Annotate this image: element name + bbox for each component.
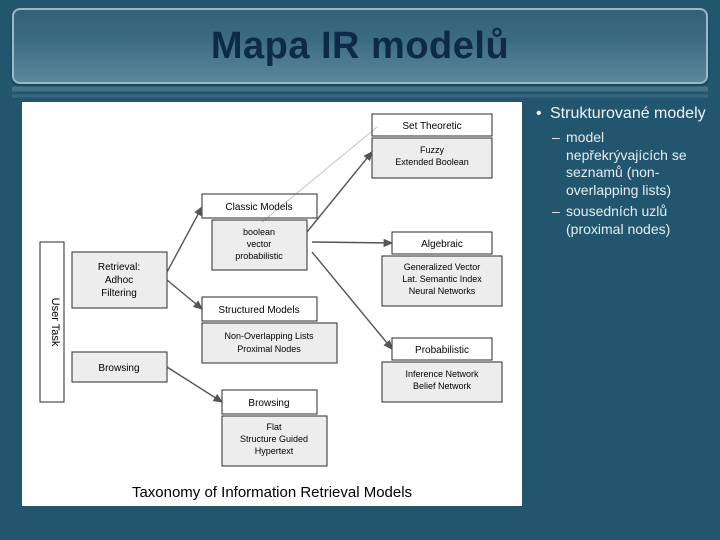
title-box: Mapa IR modelů: [12, 8, 708, 84]
svg-text:Algebraic: Algebraic: [421, 239, 463, 250]
taxonomy-diagram: User Task Retrieval: Adhoc Filtering Bro…: [22, 102, 522, 506]
svg-text:vector: vector: [247, 239, 272, 249]
decorative-stripe: [12, 86, 708, 92]
svg-text:Lat. Semantic Index: Lat. Semantic Index: [402, 274, 482, 284]
svg-text:Retrieval:: Retrieval:: [98, 262, 140, 273]
svg-text:Set Theoretic: Set Theoretic: [402, 121, 461, 132]
svg-text:Extended Boolean: Extended Boolean: [395, 157, 469, 167]
svg-text:Inference Network: Inference Network: [405, 369, 479, 379]
svg-text:Belief Network: Belief Network: [413, 381, 472, 391]
side-sub-1: model nepřekrývajících se seznamů (non-o…: [532, 129, 708, 199]
svg-text:Structure Guided: Structure Guided: [240, 434, 308, 444]
svg-text:boolean: boolean: [243, 227, 275, 237]
svg-text:Filtering: Filtering: [101, 288, 137, 299]
diagram-caption: Taxonomy of Information Retrieval Models: [132, 484, 412, 501]
svg-text:Hypertext: Hypertext: [255, 446, 294, 456]
side-sub-2: sousedních uzlů (proximal nodes): [532, 203, 708, 238]
user-task-label: User Task: [49, 298, 61, 347]
svg-text:Browsing: Browsing: [98, 363, 139, 374]
svg-text:Fuzzy: Fuzzy: [420, 145, 445, 155]
svg-text:Generalized Vector: Generalized Vector: [404, 262, 481, 272]
svg-text:Classic Models: Classic Models: [225, 202, 292, 213]
svg-text:Non-Overlapping Lists: Non-Overlapping Lists: [224, 331, 314, 341]
decorative-stripe: [12, 94, 708, 98]
svg-text:Proximal Nodes: Proximal Nodes: [237, 344, 301, 354]
side-heading: Strukturované modely: [532, 105, 708, 123]
svg-text:Adhoc: Adhoc: [105, 275, 133, 286]
svg-text:Neural Networks: Neural Networks: [409, 286, 476, 296]
side-notes: Strukturované modely model nepřekrývajíc…: [532, 105, 708, 242]
svg-text:Flat: Flat: [266, 422, 282, 432]
svg-text:Structured Models: Structured Models: [218, 305, 299, 316]
page-title: Mapa IR modelů: [211, 25, 509, 68]
svg-text:Browsing: Browsing: [248, 398, 289, 409]
svg-text:probabilistic: probabilistic: [235, 251, 283, 261]
svg-text:Probabilistic: Probabilistic: [415, 345, 469, 356]
diagram-panel: User Task Retrieval: Adhoc Filtering Bro…: [22, 102, 522, 506]
